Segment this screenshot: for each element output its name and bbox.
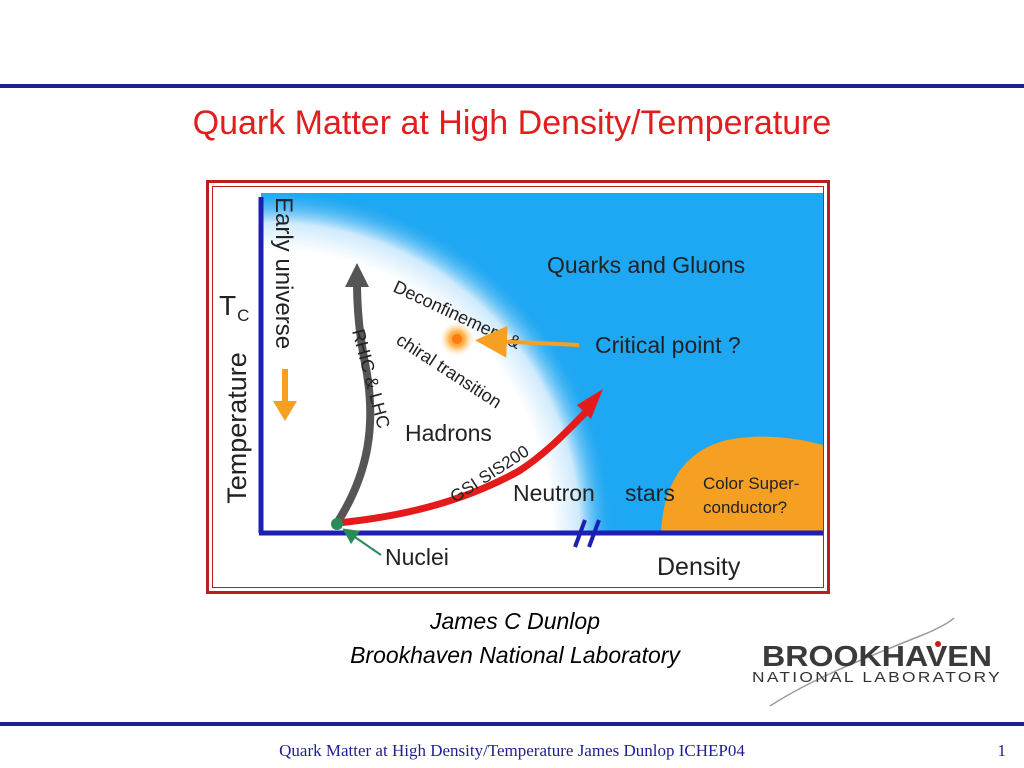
author-affiliation: Brookhaven National Laboratory	[350, 642, 680, 668]
stars-label: stars	[625, 480, 675, 506]
logo-swoosh	[769, 617, 955, 707]
slide-title: Quark Matter at High Density/Temperature	[192, 104, 832, 142]
neutron-label: Neutron	[513, 480, 595, 506]
axis-break-mark	[573, 519, 587, 548]
hadrons-label: Hadrons	[405, 420, 492, 446]
page-number: 1	[997, 741, 1007, 760]
quarks-gluons-label: Quarks and Gluons	[547, 252, 745, 278]
logo-national-laboratory-text: NATIONAL LABORATORY	[752, 669, 1002, 686]
bottom-rule	[0, 722, 1024, 726]
logo-brookhaven-text: BROOKHAVEN	[762, 641, 992, 673]
color-superconductor-label-2: conductor?	[703, 498, 787, 517]
top-rule	[0, 84, 1024, 88]
author-name: James C Dunlop	[429, 608, 601, 634]
nuclei-dot	[331, 518, 343, 530]
density-axis-label: Density	[657, 553, 741, 581]
nuclei-arrow	[342, 528, 382, 556]
gsi-arrow-head	[577, 389, 603, 419]
rhic-lhc-arrow	[333, 277, 375, 527]
critical-point-dot	[452, 334, 462, 344]
nuclei-label: Nuclei	[385, 544, 449, 570]
color-superconductor-region	[661, 436, 823, 533]
early-universe-arrow-head	[273, 401, 297, 421]
tc-label: TC	[219, 290, 249, 325]
temperature-axis-label: Temperature	[222, 352, 252, 504]
axis-break-mark	[587, 519, 601, 548]
qcd-phase-diagram: Temperature TC Early universe RHIC & LHC…	[219, 193, 823, 581]
early-universe-label: Early universe	[270, 197, 297, 349]
footer-title: Quark Matter at High Density/Temperature…	[279, 741, 745, 760]
figure-frame: Temperature TC Early universe RHIC & LHC…	[206, 180, 830, 594]
rhic-lhc-arrow-head	[345, 263, 369, 287]
figure-inner-border	[212, 186, 824, 588]
critical-point-label: Critical point ?	[595, 332, 741, 358]
logo-red-dot	[935, 641, 941, 647]
critical-point-arrow	[475, 325, 580, 358]
gsi-arrow	[333, 409, 589, 527]
brookhaven-logo: BROOKHAVEN NATIONAL LABORATORY	[752, 617, 1002, 707]
color-superconductor-label-1: Color Super-	[703, 474, 799, 493]
